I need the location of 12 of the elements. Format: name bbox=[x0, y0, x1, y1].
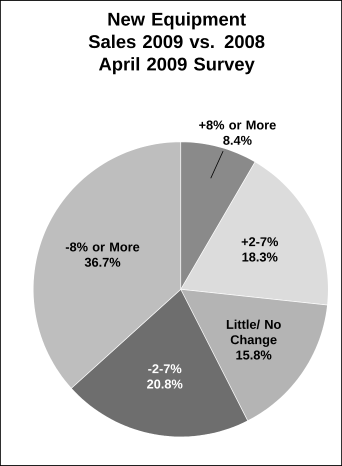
data-label: 15.8% bbox=[236, 350, 272, 360]
slice-label: -2-7% bbox=[148, 364, 182, 374]
slice-label: +2-7% bbox=[242, 237, 278, 246]
chart-title: New Equipment Sales 2009 vs. 2008 bbox=[88, 12, 264, 48]
slice-label: -8% or More bbox=[66, 242, 140, 252]
data-label: 8.4% bbox=[223, 136, 252, 145]
data-label: 18.3% bbox=[242, 252, 278, 262]
data-label: 20.8% bbox=[147, 380, 182, 389]
data-label: 36.7% bbox=[84, 258, 120, 267]
slice-label: Little/ No Change bbox=[226, 320, 281, 347]
slice-label: +8% or More bbox=[199, 120, 276, 130]
chart-subtitle: April 2009 Survey bbox=[98, 57, 255, 74]
